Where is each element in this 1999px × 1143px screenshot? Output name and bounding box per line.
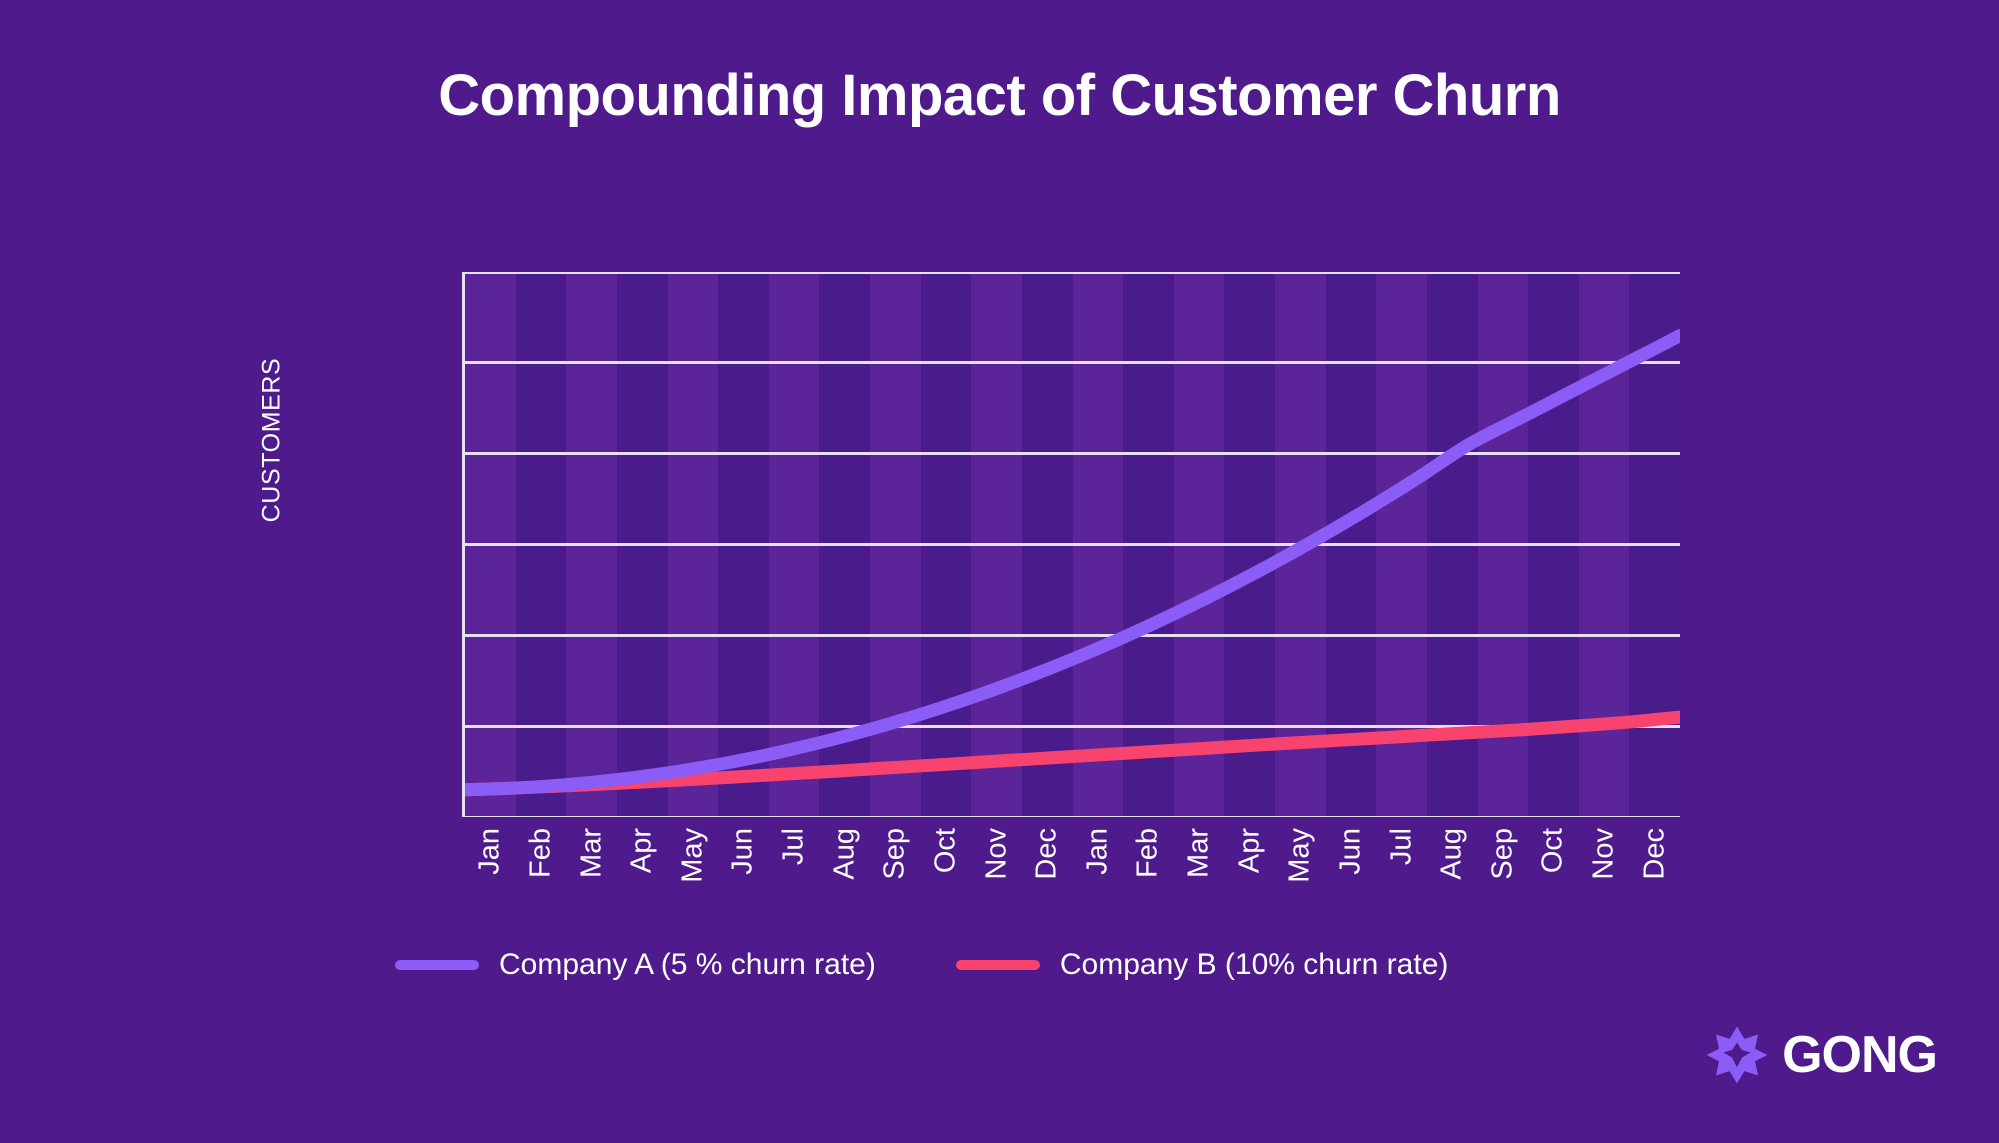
gridline [465, 815, 1680, 817]
x-tick-cell: Apr [617, 828, 668, 938]
x-tick-cell: Dec [1022, 828, 1073, 938]
page-title: Compounding Impact of Customer Churn [438, 63, 1561, 128]
x-tick-cell: Oct [1528, 828, 1579, 938]
legend-swatch [395, 960, 479, 970]
x-tick-cell: Mar [566, 828, 617, 938]
series-line [465, 717, 1680, 790]
x-tick-cell: Nov [971, 828, 1022, 938]
x-tick-cell: Aug [819, 828, 870, 938]
x-tick-label: Sep [878, 828, 911, 880]
x-tick-cell: Jan [1073, 828, 1124, 938]
gridline [465, 452, 1680, 456]
x-tick-label: Jul [1385, 828, 1418, 866]
x-tick-label: Jul [777, 828, 810, 866]
x-tick-label: Jun [726, 828, 759, 875]
x-tick-label: Jan [473, 828, 506, 875]
x-tick-cell: Jun [718, 828, 769, 938]
x-tick-label: Oct [929, 828, 962, 874]
x-tick-cell: Jul [1376, 828, 1427, 938]
x-tick-cell: Mar [1174, 828, 1225, 938]
x-tick-label: Mar [575, 828, 608, 878]
x-tick-label: Feb [524, 828, 557, 878]
x-tick-label: Dec [1638, 828, 1671, 880]
plot-wrapper: 500100015002000250030003500 [462, 272, 1680, 817]
x-tick-label: Aug [828, 828, 861, 880]
x-tick-cell: Feb [516, 828, 567, 938]
legend-label: Company B (10% churn rate) [1059, 948, 1449, 981]
x-tick-label: Apr [625, 828, 658, 874]
gong-wordmark: GONG [1782, 1026, 1938, 1084]
legend-item[interactable]: Company B (10% churn rate) [955, 948, 1449, 982]
x-tick-cell: May [1275, 828, 1326, 938]
x-tick-label: Apr [1233, 828, 1266, 874]
x-tick-cell: Nov [1579, 828, 1630, 938]
legend-swatch [955, 960, 1040, 970]
x-tick-label: Aug [1435, 828, 1468, 880]
x-tick-label: May [1283, 828, 1316, 883]
gridline [465, 724, 1680, 728]
y-axis-line [462, 272, 465, 817]
x-tick-cell: Jul [769, 828, 820, 938]
gridlines [465, 272, 1680, 817]
chart-legend: Company A (5 % churn rate) Company B (10%… [395, 948, 1448, 982]
x-tick-label: Nov [980, 828, 1013, 880]
series-lines [465, 272, 1680, 817]
gridline [465, 543, 1680, 546]
gridline [465, 633, 1680, 637]
x-tick-cell: May [668, 828, 719, 938]
x-tick-cell: Jun [1326, 828, 1377, 938]
x-tick-cell: Jan [465, 828, 516, 938]
x-tick-cell: Sep [870, 828, 921, 938]
plot-area [465, 272, 1680, 817]
x-tick-label: Feb [1131, 828, 1164, 878]
x-tick-label: Jun [1334, 828, 1367, 875]
x-tick-label: Sep [1486, 828, 1519, 880]
x-tick-cell: Apr [1224, 828, 1275, 938]
y-tick-labels: 500100015002000250030003500 [465, 272, 1680, 817]
gridline [465, 361, 1680, 365]
gong-starburst-icon [1706, 1026, 1768, 1084]
x-tick-labels: Jan Feb Mar Apr May Jun Jul Aug Sep Oct Nov Dec Jan F… [465, 828, 1680, 938]
x-tick-cell: Sep [1478, 828, 1529, 938]
series-line [465, 336, 1680, 790]
x-tick-label: Jan [1081, 828, 1114, 875]
x-tick-cell: Feb [1123, 828, 1174, 938]
x-tick-label: Mar [1182, 828, 1215, 878]
y-axis-title: CUSTOMERS [257, 357, 286, 523]
x-tick-label: Dec [1030, 828, 1063, 880]
x-tick-label: May [676, 828, 709, 883]
legend-item[interactable]: Company A (5 % churn rate) [395, 948, 876, 982]
x-tick-cell: Dec [1629, 828, 1680, 938]
legend-label: Company A (5 % churn rate) [499, 948, 876, 981]
x-tick-cell: Oct [921, 828, 972, 938]
x-tick-cell: Aug [1427, 828, 1478, 938]
gridline [465, 272, 1680, 274]
x-tick-label: Oct [1536, 828, 1569, 874]
x-tick-label: Nov [1587, 828, 1620, 880]
gong-logo[interactable]: GONG [1706, 1024, 1938, 1086]
